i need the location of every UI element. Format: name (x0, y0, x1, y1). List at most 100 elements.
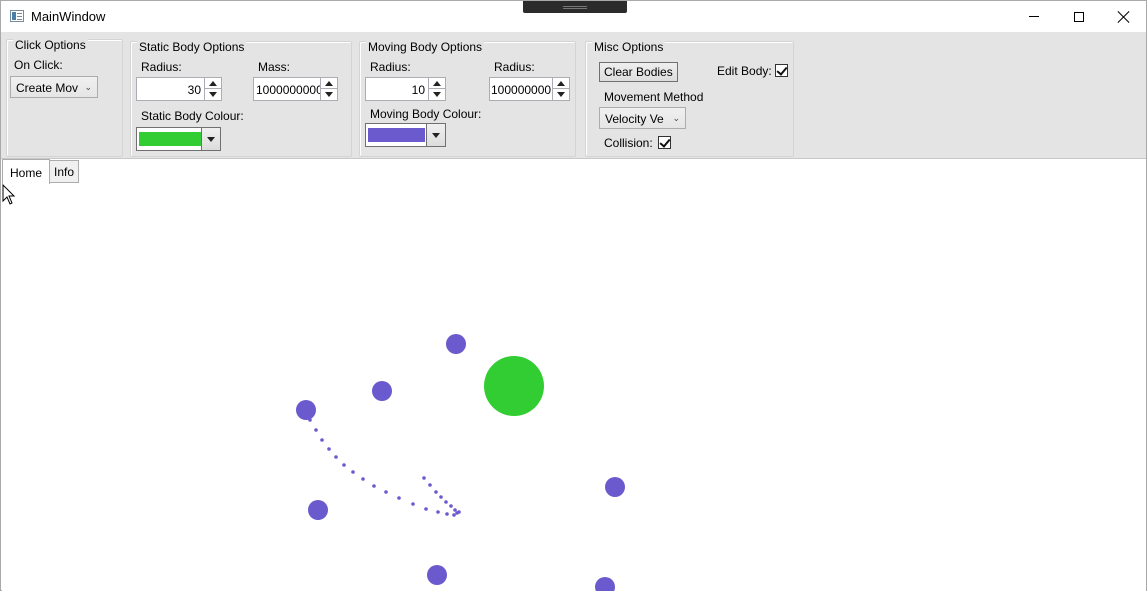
trail-dot (452, 513, 456, 517)
static-radius-down-button[interactable] (205, 89, 221, 100)
trail-dot (439, 495, 443, 499)
edit-body-label: Edit Body: (717, 64, 772, 78)
moving-colour-picker[interactable] (365, 123, 446, 147)
arrow-up-icon (325, 80, 333, 86)
trail-dot (445, 512, 449, 516)
arrow-down-icon (557, 92, 565, 97)
maximize-icon (1074, 11, 1084, 22)
on-click-label: On Click: (14, 58, 63, 72)
misc-options-group: Misc Options Clear Bodies Edit Body: Mov… (585, 41, 794, 157)
static-colour-label: Static Body Colour: (141, 109, 244, 123)
trail-dot (444, 500, 448, 504)
chevron-down-icon: ⌄ (84, 82, 92, 92)
trail-dot (453, 508, 457, 512)
static-mass-up-button[interactable] (321, 78, 337, 89)
static-radius-spinner (204, 78, 221, 100)
snap-drag-handle[interactable] (523, 1, 627, 13)
moving-body[interactable] (372, 381, 392, 401)
close-button[interactable] (1101, 1, 1147, 32)
trail-dot (449, 504, 453, 508)
options-toolbar: Click Options On Click: Create Mov ⌄ Sta… (1, 32, 1146, 159)
moving-colour-swatch (368, 128, 425, 142)
trail-dot (320, 438, 324, 442)
tab-info[interactable]: Info (49, 160, 80, 183)
close-icon (1118, 11, 1130, 23)
trail-dot (334, 455, 338, 459)
moving-body-options-group: Moving Body Options Radius: 10 Radius: 1… (359, 41, 576, 157)
clear-bodies-button[interactable]: Clear Bodies (599, 62, 678, 82)
moving-radius-spinner (428, 78, 445, 100)
moving-body[interactable] (427, 565, 447, 585)
moving-body[interactable] (446, 334, 466, 354)
moving-body-options-title: Moving Body Options (366, 40, 485, 54)
minimize-icon (1029, 16, 1039, 17)
scene-svg (296, 334, 625, 591)
moving-radius-label: Radius: (370, 60, 411, 74)
app-window-icon (10, 10, 24, 22)
moving-radius-down-button[interactable] (429, 89, 445, 100)
arrow-down-icon (433, 92, 441, 97)
collision-checkbox[interactable] (658, 136, 671, 149)
minimize-button[interactable] (1011, 1, 1057, 32)
static-colour-swatch (139, 132, 201, 146)
static-radius-label: Radius: (141, 60, 182, 74)
arrow-up-icon (433, 80, 441, 86)
trail-dot (422, 476, 426, 480)
trail-dot (342, 463, 346, 467)
mouse-cursor-icon (2, 184, 16, 205)
static-radius-value: 30 (187, 83, 201, 97)
static-body-options-title: Static Body Options (137, 40, 247, 54)
static-mass-value: 1000000000 (256, 83, 320, 97)
window-title: MainWindow (31, 9, 106, 24)
static-colour-dropdown-button[interactable] (201, 128, 220, 150)
tab-home[interactable]: Home (2, 159, 51, 184)
trail-dot (428, 483, 432, 487)
on-click-value: Create Mov (16, 81, 79, 95)
on-click-dropdown[interactable]: Create Mov ⌄ (10, 76, 98, 98)
trail-dot (327, 447, 331, 451)
trail-dot (436, 510, 440, 514)
static-body-options-group: Static Body Options Radius: 30 Mass: 100… (130, 41, 352, 157)
moving-body[interactable] (308, 500, 328, 520)
trail-dot (314, 428, 318, 432)
moving-radius2-spinner (552, 78, 569, 100)
trail-dot (361, 477, 365, 481)
movement-method-dropdown[interactable]: Velocity Ve ⌄ (599, 107, 686, 129)
moving-radius2-input[interactable]: 100000000 (489, 77, 570, 101)
moving-radius2-up-button[interactable] (553, 78, 569, 89)
trail-dot (397, 496, 401, 500)
static-mass-spinner (320, 78, 337, 100)
title-bar[interactable]: MainWindow (1, 1, 1146, 32)
static-radius-input[interactable]: 30 (136, 77, 222, 101)
static-mass-down-button[interactable] (321, 89, 337, 100)
trail-dot (411, 502, 415, 506)
moving-radius-value: 10 (411, 83, 425, 97)
moving-body[interactable] (296, 400, 316, 420)
arrow-down-icon (209, 92, 217, 97)
maximize-button[interactable] (1056, 1, 1102, 32)
moving-colour-label: Moving Body Colour: (370, 107, 482, 121)
static-body[interactable] (484, 356, 544, 416)
trail-dot (455, 511, 459, 515)
collision-label: Collision: (604, 136, 653, 150)
static-mass-input[interactable]: 1000000000 (253, 77, 338, 101)
movement-method-label: Movement Method (604, 90, 704, 104)
dropdown-arrow-icon (432, 132, 440, 138)
trail-dot (372, 484, 376, 488)
static-radius-up-button[interactable] (205, 78, 221, 89)
trail-dot (434, 490, 438, 494)
static-mass-label: Mass: (258, 60, 291, 74)
simulation-canvas[interactable] (2, 184, 1146, 591)
moving-body[interactable] (605, 477, 625, 497)
moving-radius2-down-button[interactable] (553, 89, 569, 100)
moving-colour-dropdown-button[interactable] (426, 124, 445, 146)
misc-options-title: Misc Options (592, 40, 666, 54)
moving-radius-up-button[interactable] (429, 78, 445, 89)
static-colour-picker[interactable] (136, 127, 221, 151)
moving-radius-input[interactable]: 10 (365, 77, 446, 101)
moving-body[interactable] (595, 577, 615, 591)
trail-dot (384, 490, 388, 494)
edit-body-checkbox[interactable] (775, 64, 788, 77)
click-options-title: Click Options (13, 38, 88, 52)
